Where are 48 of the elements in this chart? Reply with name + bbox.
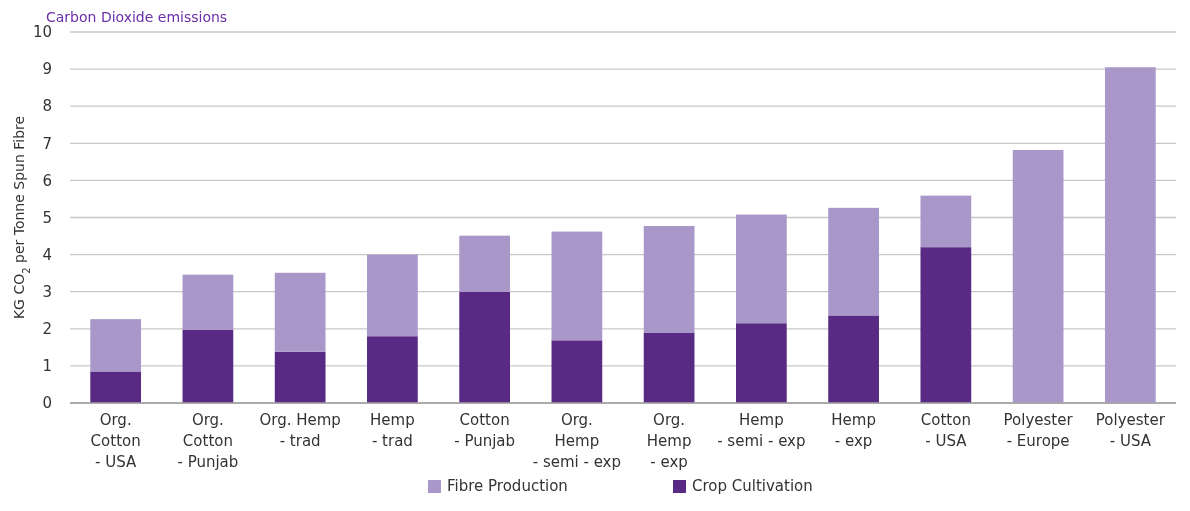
x-tick-label: Org. Cotton - Punjab	[177, 411, 239, 471]
bar	[828, 315, 879, 403]
bar	[90, 371, 142, 403]
bar	[90, 319, 142, 372]
bar	[367, 336, 418, 403]
x-tick-label: Hemp - semi - exp	[717, 411, 806, 450]
bar	[1012, 149, 1064, 403]
bar	[459, 235, 510, 292]
bar	[182, 329, 234, 403]
bar	[274, 272, 326, 352]
y-tick-label: 6	[42, 171, 52, 190]
bar	[551, 231, 603, 341]
chart-title: Carbon Dioxide emissions	[46, 9, 228, 25]
y-tick-label: 10	[32, 23, 52, 42]
x-tick-label: Org. Hemp - semi - exp	[532, 411, 622, 471]
bar	[920, 195, 972, 248]
bar	[828, 207, 879, 316]
x-tick-label: Hemp - exp	[831, 411, 876, 450]
legend-label: Fibre Production	[447, 477, 568, 495]
bar	[643, 226, 695, 333]
y-tick-label: 8	[42, 97, 52, 116]
bar	[274, 351, 326, 403]
bar	[736, 323, 787, 403]
x-tick-label: Cotton - Punjab	[454, 411, 516, 450]
bar	[920, 247, 972, 403]
bar	[1104, 67, 1156, 403]
bar	[459, 291, 510, 403]
bar	[367, 254, 418, 337]
y-tick-label: 3	[42, 282, 52, 301]
x-tick-label: Hemp - trad	[370, 411, 415, 450]
x-tick-label: Org. Hemp - exp	[646, 411, 692, 471]
bar	[182, 274, 234, 330]
x-tick-label: Org. Hemp - trad	[259, 411, 341, 450]
bar	[551, 340, 603, 403]
y-tick-label: 4	[42, 245, 52, 264]
y-tick-label: 5	[42, 208, 52, 227]
y-tick-label: 2	[42, 320, 52, 339]
y-tick-label: 9	[42, 60, 52, 79]
x-tick-label: Cotton - USA	[920, 411, 971, 450]
y-tick-label: 0	[42, 394, 52, 413]
y-tick-label: 7	[42, 134, 52, 153]
x-tick-label: Org. Cotton - USA	[90, 411, 141, 471]
bar	[736, 214, 787, 324]
y-tick-label: 1	[42, 357, 52, 376]
x-tick-label: Polyester - Europe	[1003, 411, 1074, 450]
x-tick-label: Polyester - USA	[1095, 411, 1166, 450]
legend-label: Crop Cultivation	[692, 477, 813, 495]
bar	[643, 332, 695, 403]
